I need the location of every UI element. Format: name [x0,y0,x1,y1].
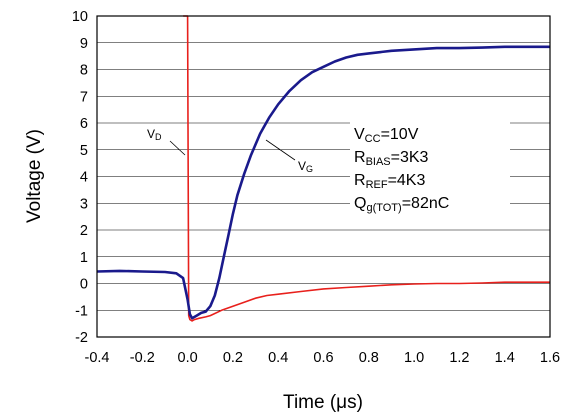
y-tick-label-6: 4 [80,170,88,186]
x-tick-label-9: 1.4 [495,350,515,366]
x-axis-title: Time (μs) [283,392,363,413]
x-tick-label-4: 0.4 [268,350,288,366]
x-tick-label-8: 1.2 [449,350,469,366]
series-line-1 [183,15,550,322]
y-tick-labels: -2 -1 0 1 2 3 4 5 6 7 8 9 10 [72,9,88,346]
annotation-background [350,120,510,215]
x-tick-labels: -0.4 -0.2 0.0 0.2 0.4 0.6 0.8 1.0 1.2 1.4 1.6 [85,350,561,366]
vd-callout-leader [169,140,186,156]
x-tick-label-1: -0.2 [130,350,155,366]
annotation-rbias: RBIAS=3K3 [354,149,429,168]
y-tick-label-3: 1 [80,250,88,266]
y-axis-title: Voltage (V) [24,129,45,223]
y-tick-label-12: 10 [72,9,88,25]
y-tick-label-9: 7 [80,89,88,105]
plot-frame [96,15,551,338]
x-tick-label-0: -0.4 [85,350,110,366]
y-tick-label-7: 5 [80,143,88,159]
annotation-vcc: VCC=10V [354,126,419,145]
vg-callout-leader [265,139,296,161]
vg-callout-label: VG [298,159,313,174]
x-tick-label-3: 0.2 [223,350,243,366]
annotation-qg: Qg(TOT)=82nC [354,195,449,214]
series-layer [96,15,550,322]
y-tick-label-4: 2 [80,223,88,239]
series-line-0 [96,45,550,320]
x-tick-label-7: 1.0 [404,350,424,366]
y-tick-label-1: -1 [75,303,88,319]
annotation-rref: RREF=4K3 [354,172,425,191]
vd-callout-label: VD [147,127,162,142]
y-tick-label-10: 8 [80,63,88,79]
y-tick-label-5: 3 [80,196,88,212]
y-tick-label-8: 6 [80,116,88,132]
y-tick-label-2: 0 [80,277,88,293]
x-tick-label-6: 0.8 [359,350,379,366]
x-tick-label-2: 0.0 [178,350,198,366]
y-tick-label-11: 9 [80,36,88,52]
y-tick-label-0: -2 [75,330,88,346]
horizontal-gridlines [97,42,550,311]
x-tick-label-10: 1.6 [540,350,560,366]
x-tick-label-5: 0.6 [313,350,333,366]
